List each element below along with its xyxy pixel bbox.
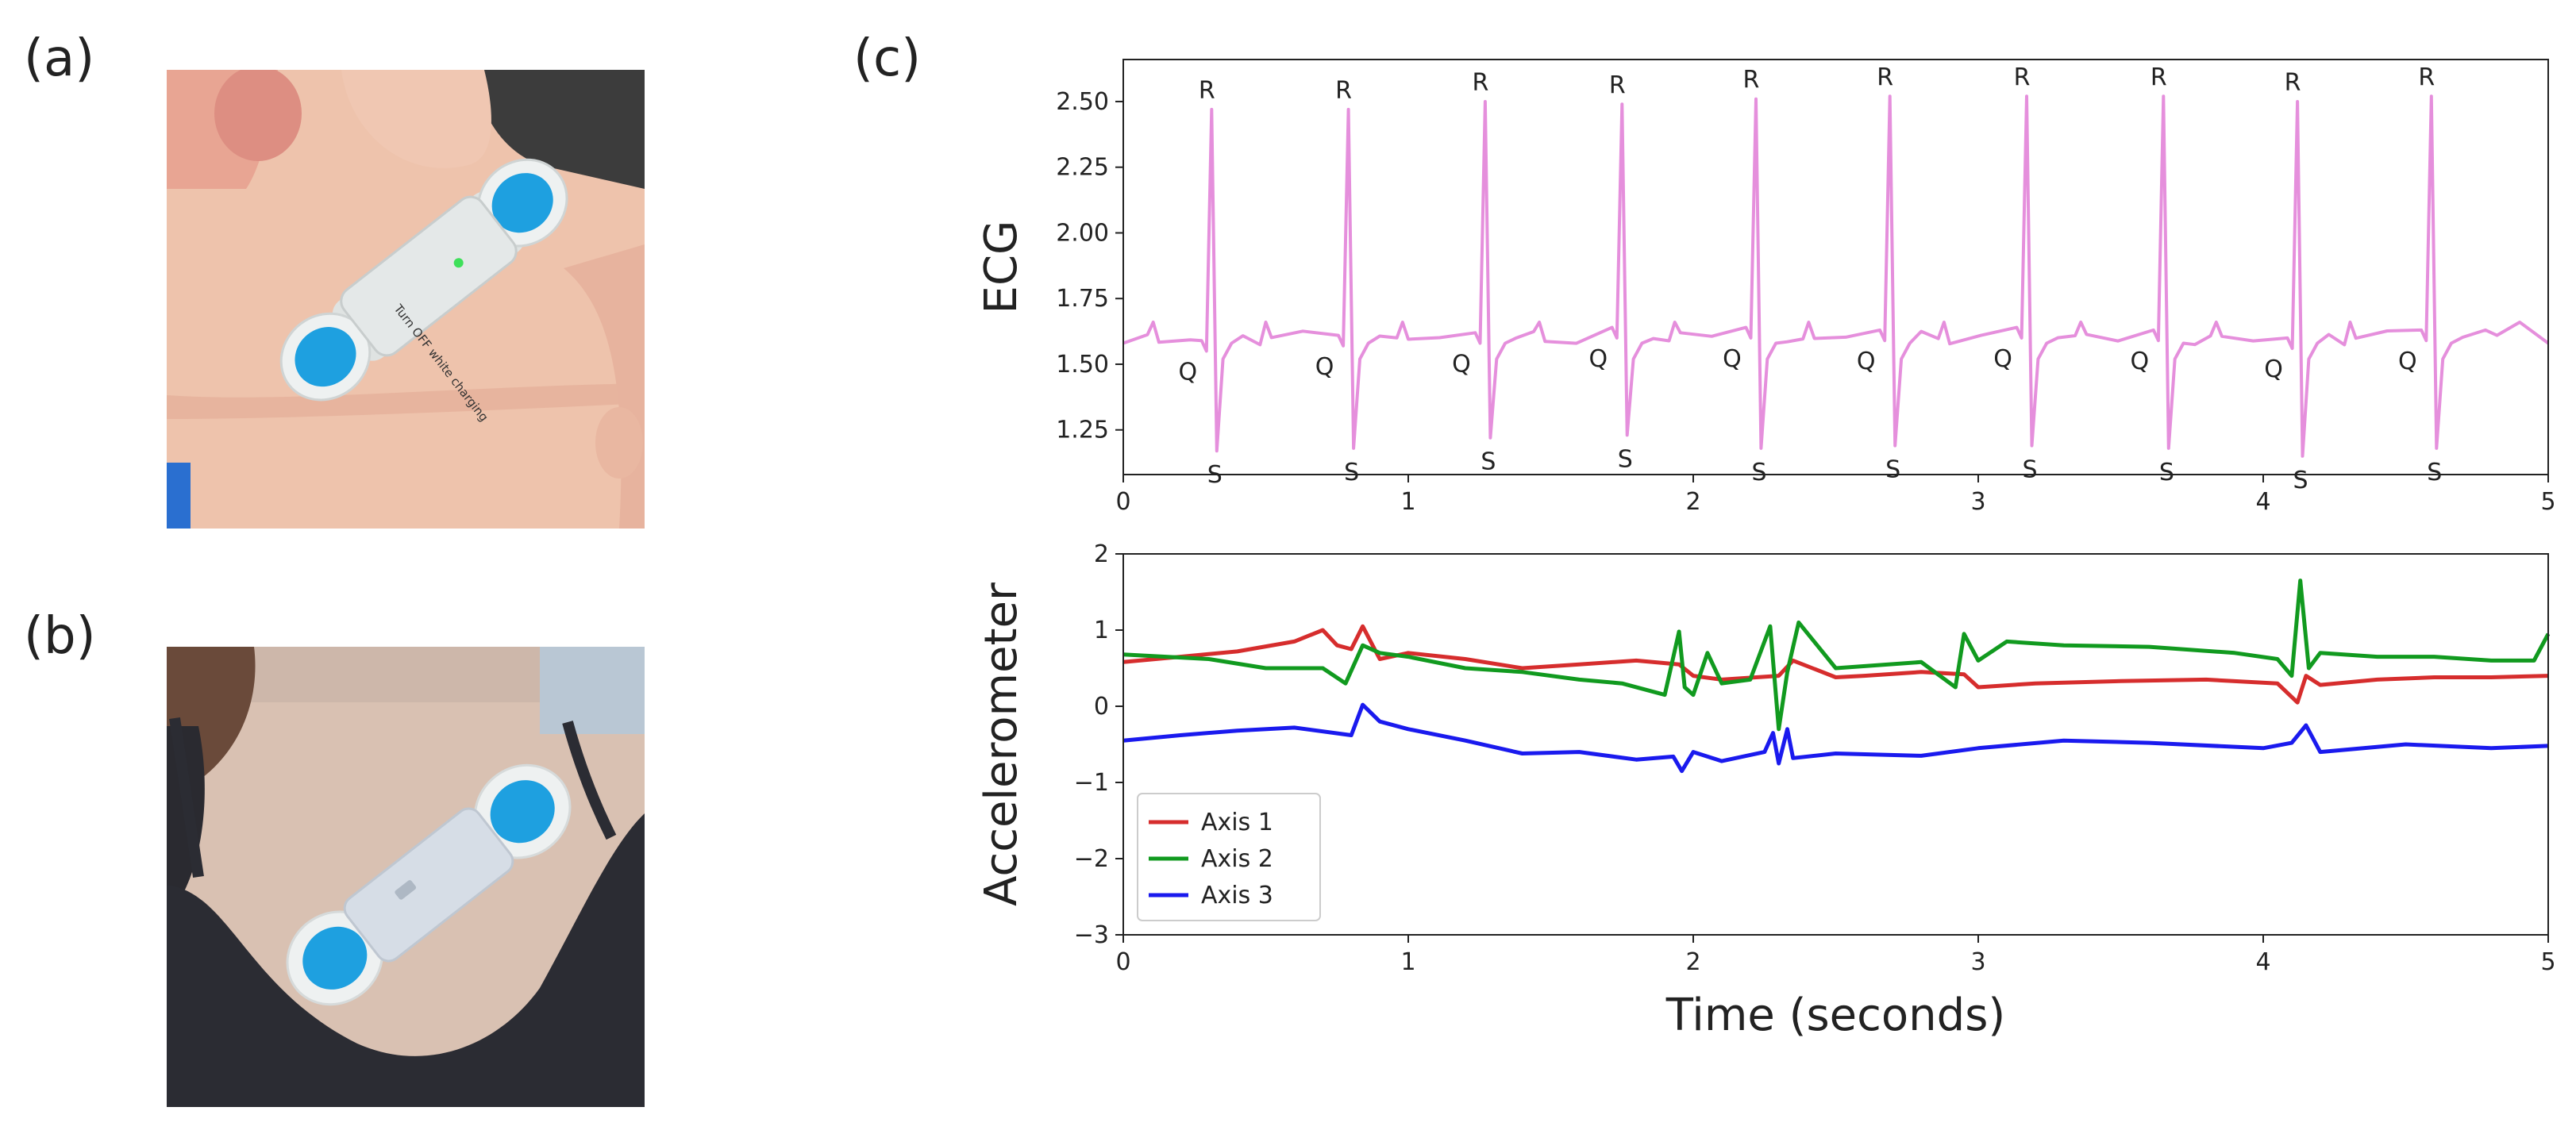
ecg-xtick-label: 3 xyxy=(1970,488,1985,516)
ecg-r-label: R xyxy=(1199,77,1215,105)
ecg-xtick-label: 1 xyxy=(1400,488,1415,516)
ecg-s-label: S xyxy=(2427,459,2442,486)
acc-legend-label: Axis 3 xyxy=(1201,882,1273,909)
acc-series-line-1 xyxy=(1122,624,2549,705)
acc-xtick-label: 5 xyxy=(2540,948,2555,976)
ecg-s-label: S xyxy=(1344,459,1359,486)
panel-label-a: (a) xyxy=(24,29,95,88)
acc-xtick-label: 0 xyxy=(1115,948,1130,976)
ecg-ytick-label: 2.00 xyxy=(1056,219,1109,247)
ecg-r-label: R xyxy=(2418,63,2435,91)
ecg-s-label: S xyxy=(2293,467,2308,494)
ecg-ytick-label: 1.50 xyxy=(1056,351,1109,379)
ecg-r-label: R xyxy=(2285,69,2301,97)
acc-xtick-label: 3 xyxy=(1970,948,1985,976)
acc-ytick-label: 1 xyxy=(1094,617,1109,644)
ecg-xtick-label: 2 xyxy=(1685,488,1700,516)
ecg-q-label: Q xyxy=(2398,348,2417,375)
ecg-series-line xyxy=(1122,94,2550,458)
ecg-r-label: R xyxy=(1609,71,1626,99)
ecg-q-label: Q xyxy=(2131,348,2150,375)
acc-ytick-label: −2 xyxy=(1074,845,1109,873)
acc-ytick-label: 2 xyxy=(1094,540,1109,568)
acc-legend-label: Axis 2 xyxy=(1201,845,1273,873)
ecg-q-label: Q xyxy=(1723,345,1742,373)
adult-photo-illustration xyxy=(167,647,645,1107)
panel-label-b: (b) xyxy=(24,607,96,666)
ecg-s-label: S xyxy=(1618,445,1633,473)
acc-xtick-label: 2 xyxy=(1685,948,1700,976)
acc-ytick-label: 0 xyxy=(1094,693,1109,721)
ecg-s-label: S xyxy=(2159,459,2174,486)
acc-legend-label: Axis 1 xyxy=(1201,809,1273,836)
ecg-r-label: R xyxy=(1877,63,1893,91)
ecg-xtick-label: 0 xyxy=(1115,488,1130,516)
ecg-s-label: S xyxy=(1885,456,1900,484)
ecg-ylabel: ECG xyxy=(976,221,1027,314)
acc-series-line-3 xyxy=(1122,702,2549,774)
ecg-ytick-label: 1.75 xyxy=(1056,285,1109,313)
acc-series-line-2 xyxy=(1122,579,2551,732)
panel-label-c: (c) xyxy=(853,29,922,88)
ecg-s-label: S xyxy=(1751,459,1766,486)
ecg-r-label: R xyxy=(1743,67,1760,94)
acc-xlabel: Time (seconds) xyxy=(1665,990,2005,1041)
ecg-r-label: R xyxy=(2151,63,2167,91)
acc-legend-box xyxy=(1137,793,1321,921)
ecg-q-label: Q xyxy=(1588,345,1608,373)
photo-infant-sensor: Turn OFF white charging xyxy=(167,70,645,529)
photo-adult-sensor xyxy=(167,647,645,1107)
ecg-ytick-label: 1.25 xyxy=(1056,417,1109,444)
acc-ytick-label: −3 xyxy=(1074,921,1109,949)
ecg-s-label: S xyxy=(1481,448,1496,476)
ecg-q-label: Q xyxy=(1857,348,1876,375)
ecg-ytick-label: 2.50 xyxy=(1056,88,1109,116)
ecg-r-label: R xyxy=(1335,77,1352,105)
ecg-q-label: Q xyxy=(1993,345,2012,373)
acc-xtick-label: 4 xyxy=(2255,948,2270,976)
ecg-q-label: Q xyxy=(1178,358,1197,386)
ecg-r-label: R xyxy=(1473,69,1489,97)
ecg-frame xyxy=(1122,59,2549,475)
infant-photo-illustration: Turn OFF white charging xyxy=(167,70,645,529)
acc-frame xyxy=(1122,553,2549,936)
accelerometer-plot: 0 1 2 3 4 5 −3 −2 −1 0 1 2 Accelerometer Time (second… xyxy=(976,540,2556,1041)
ecg-r-label: R xyxy=(2014,63,2031,91)
acc-ylabel: Accelerometer xyxy=(976,582,1027,906)
ecg-plot: 0 1 2 3 4 5 1.25 1.50 1.75 2.00 2.25 2.50 ECG R Q S R Q S R… xyxy=(976,59,2556,516)
ecg-s-label: S xyxy=(2023,456,2038,484)
panel-c-charts: 0 1 2 3 4 5 1.25 1.50 1.75 2.00 2.25 2.50 ECG R Q S R Q S R… xyxy=(976,59,2556,1041)
ecg-xtick-label: 4 xyxy=(2255,488,2270,516)
ecg-ytick-label: 2.25 xyxy=(1056,154,1109,182)
acc-xtick-label: 1 xyxy=(1400,948,1415,976)
acc-ytick-label: −1 xyxy=(1074,769,1109,797)
ecg-xtick-label: 5 xyxy=(2540,488,2555,516)
ecg-q-label: Q xyxy=(1315,353,1334,381)
ecg-q-label: Q xyxy=(1452,350,1471,378)
ecg-q-label: Q xyxy=(2264,356,2283,383)
